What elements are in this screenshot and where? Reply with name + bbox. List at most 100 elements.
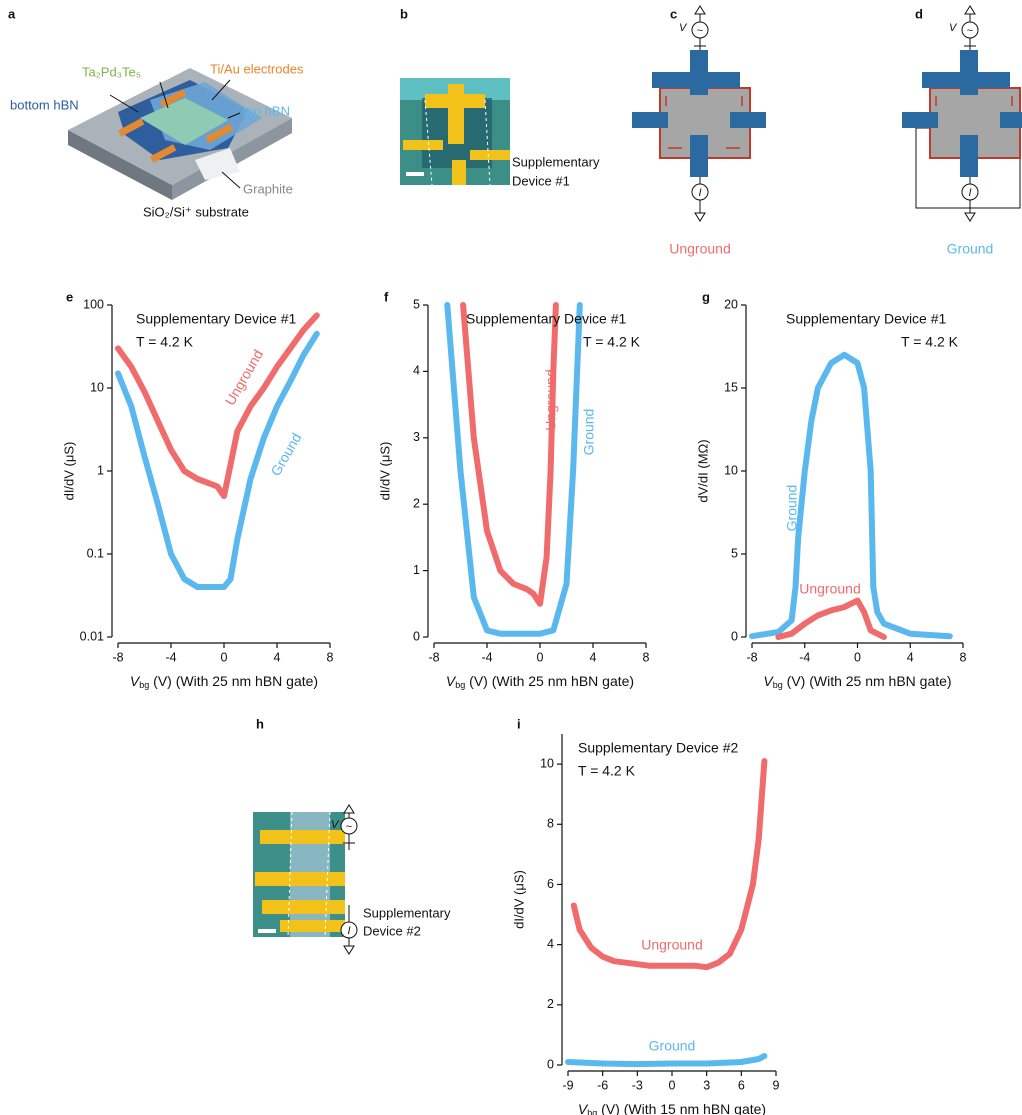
y-tick-label: 10: [724, 463, 738, 477]
y-axis-label: dI/dV (μS): [511, 870, 526, 929]
x-label-rest: (V) (With 25 nm hBN gate): [465, 673, 634, 689]
micrograph: ~: [253, 805, 357, 954]
x-tick-label: 0: [537, 650, 544, 664]
x-tick-label: -8: [428, 650, 439, 664]
label: Ta₂Pd₃Te₅: [82, 64, 141, 79]
micrograph: [400, 78, 510, 185]
panel-letter: g: [702, 289, 710, 304]
caption: Ground: [947, 241, 994, 257]
x-tick-label: 8: [327, 650, 334, 664]
x-label-rest: (V) (With 25 nm hBN gate): [149, 673, 318, 689]
x-tick-label: 0: [669, 1078, 676, 1092]
data-line: [568, 1056, 764, 1064]
x-tick-label: 8: [643, 650, 650, 664]
x-tick-label: -9: [562, 1078, 573, 1092]
x-tick-label: 0: [221, 650, 228, 664]
y-tick-label: 10: [540, 756, 554, 770]
series-label: Ground: [649, 1038, 696, 1054]
y-tick-label: 1: [413, 563, 420, 577]
y-axis-label: dI/dV (μS): [377, 442, 392, 501]
panel-letter: d: [915, 6, 923, 21]
x-tick-label: 4: [907, 650, 914, 664]
y-tick-label: 3: [413, 430, 420, 444]
caption: Device #1: [512, 173, 570, 188]
panel-letter: b: [400, 6, 408, 21]
series-label: Unground: [543, 369, 559, 431]
y-axis-label: dI/dV (μS): [61, 442, 76, 501]
x-label-sub: bg: [139, 680, 149, 690]
x-tick-label: -4: [165, 650, 176, 664]
panel-letter: i: [517, 716, 521, 731]
y-tick-label: 15: [724, 380, 738, 394]
x-axis-label: Vbg (V) (With 15 nm hBN gate): [578, 1101, 766, 1115]
i-label: I: [698, 187, 701, 199]
series-label: Ground: [581, 409, 597, 456]
i-label: I: [347, 925, 350, 937]
v-label: V: [679, 22, 688, 34]
label: top hBN: [243, 103, 290, 118]
series-label: Ground: [267, 430, 304, 478]
x-tick-label: -8: [112, 650, 123, 664]
chart-title: Supplementary Device #1: [136, 311, 297, 327]
svg-text:~: ~: [346, 821, 352, 833]
annotation: T = 4.2 K: [583, 334, 641, 350]
i-label: I: [968, 187, 971, 199]
label: bottom hBN: [10, 97, 79, 112]
x-tick-label: 6: [738, 1078, 745, 1092]
x-axis-label: Vbg (V) (With 25 nm hBN gate): [130, 673, 318, 691]
y-tick-label: 4: [547, 937, 554, 951]
y-tick-label: 2: [547, 997, 554, 1011]
y-tick-label: 0: [547, 1057, 554, 1071]
caption: Unground: [669, 241, 731, 257]
y-tick-label: 8: [547, 817, 554, 831]
y-tick-label: 100: [83, 297, 104, 311]
panel-letter: f: [384, 289, 389, 304]
y-tick-label: 6: [547, 877, 554, 891]
x-tick-label: -6: [597, 1078, 608, 1092]
x-axis-label: Vbg (V) (With 25 nm hBN gate): [763, 673, 951, 691]
svg-text:~: ~: [697, 25, 703, 37]
y-tick-label: 1: [97, 463, 104, 477]
chart-title: Supplementary Device #2: [578, 740, 739, 756]
circuit: ~: [902, 6, 1022, 221]
x-tick-label: 4: [590, 650, 597, 664]
caption: Supplementary: [512, 154, 600, 169]
caption: Supplementary: [363, 905, 451, 920]
figure: a b c d e f g h i Ta₂Pd₃Te₅ Ti/Au electr…: [0, 0, 1022, 1115]
y-tick-label: 5: [413, 297, 420, 311]
y-tick-label: 0: [413, 629, 420, 643]
x-label-rest: (V) (With 15 nm hBN gate): [597, 1101, 766, 1115]
x-tick-label: 8: [960, 650, 967, 664]
annotation: T = 4.2 K: [136, 334, 194, 350]
y-tick-label: 0.1: [87, 546, 104, 560]
x-tick-label: -4: [799, 650, 810, 664]
y-tick-label: 0.01: [80, 629, 104, 643]
series-label: Unground: [799, 581, 861, 597]
panel-letter: h: [256, 716, 264, 731]
x-tick-label: -4: [481, 650, 492, 664]
caption: Device #2: [363, 923, 421, 938]
label: Graphite: [243, 181, 293, 196]
y-axis-label: dV/dI (MΩ): [695, 439, 710, 502]
series-label: Ground: [784, 485, 800, 532]
y-tick-label: 0: [731, 629, 738, 643]
y-tick-label: 2: [413, 496, 420, 510]
panel-letter: e: [66, 289, 73, 304]
y-tick-label: 10: [90, 380, 104, 394]
x-label-rest: (V) (With 25 nm hBN gate): [783, 673, 952, 689]
y-tick-label: 4: [413, 364, 420, 378]
annotation: T = 4.2 K: [901, 334, 959, 350]
label: Ti/Au electrodes: [210, 61, 304, 76]
chart-title: Supplementary Device #1: [466, 311, 627, 327]
x-tick-label: 3: [703, 1078, 710, 1092]
annotation: T = 4.2 K: [578, 763, 636, 779]
x-tick-label: -3: [632, 1078, 643, 1092]
x-label-sub: bg: [587, 1108, 597, 1115]
svg-text:~: ~: [967, 25, 973, 37]
panel-letter: a: [8, 6, 16, 21]
y-tick-label: 20: [724, 297, 738, 311]
y-tick-label: 5: [731, 546, 738, 560]
chart-title: Supplementary Device #1: [786, 311, 947, 327]
data-line: [463, 305, 556, 604]
x-label-sub: bg: [773, 680, 783, 690]
